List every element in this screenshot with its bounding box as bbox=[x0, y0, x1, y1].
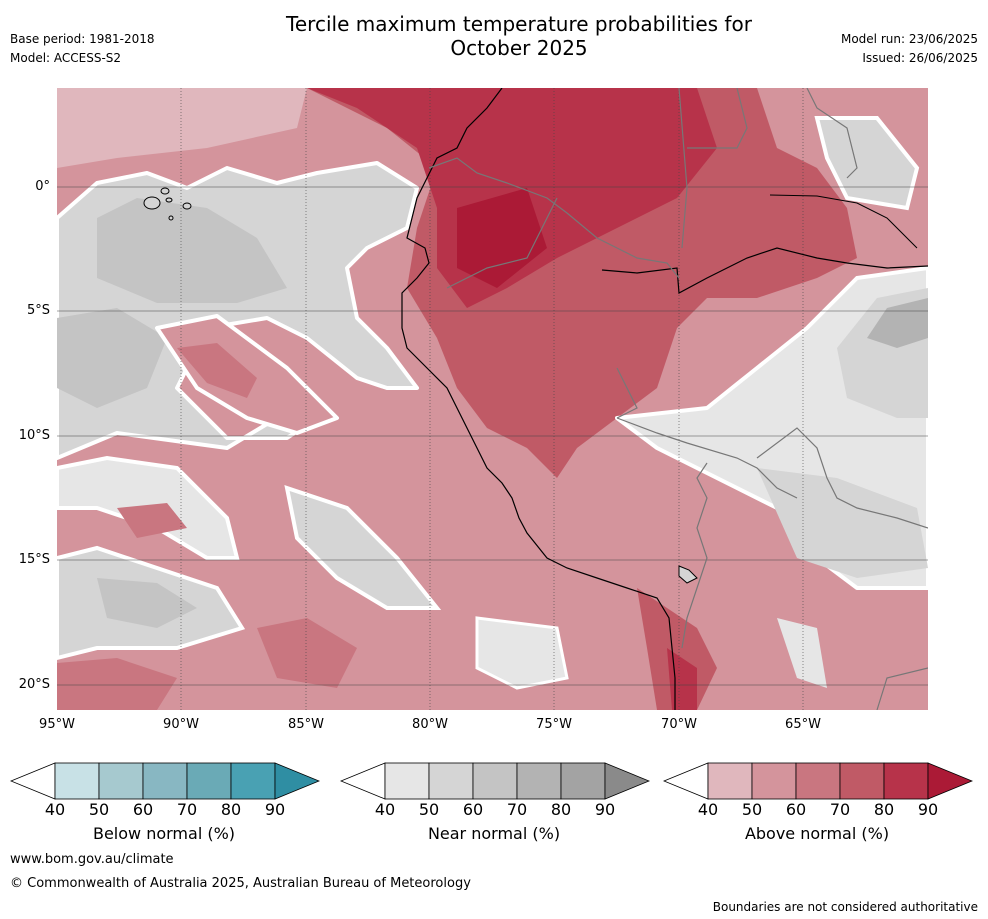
above-normal-tick-label: 40 bbox=[697, 800, 719, 819]
above-normal-segment bbox=[707, 762, 753, 800]
title-line-1: Tercile maximum temperature probabilitie… bbox=[286, 12, 752, 36]
model-run-label: Model run: 23/06/2025 bbox=[840, 32, 978, 46]
below-normal-segment bbox=[142, 762, 188, 800]
near-normal-tick-label: 80 bbox=[550, 800, 572, 819]
near-normal-segment bbox=[516, 762, 562, 800]
above-normal-arrow-high bbox=[927, 762, 973, 800]
near-normal-segment bbox=[560, 762, 606, 800]
area-near-60-west bbox=[57, 308, 167, 408]
probability-map bbox=[57, 88, 928, 710]
model-label: Model: ACCESS-S2 bbox=[10, 51, 122, 65]
website-link[interactable]: www.bom.gov.au/climate bbox=[10, 852, 174, 867]
country-borders bbox=[428, 88, 928, 710]
base-period-label: Base period: 1981-2018 bbox=[10, 32, 155, 46]
below-normal-segment bbox=[186, 762, 232, 800]
below-normal-segment bbox=[54, 762, 100, 800]
below-normal-tick-label: 40 bbox=[44, 800, 66, 819]
above-normal-colorbar-label: Above normal (%) bbox=[744, 824, 890, 843]
area-near-40-coast bbox=[475, 616, 569, 690]
below-normal-tick-label: 80 bbox=[220, 800, 242, 819]
area-near-50-south bbox=[284, 485, 442, 610]
area-above-60-bottom-left bbox=[57, 658, 177, 710]
above-normal-colorbar bbox=[663, 762, 973, 800]
coastline bbox=[401, 88, 676, 710]
near-normal-arrow-high bbox=[604, 762, 650, 800]
map-svg bbox=[57, 88, 928, 710]
near-normal-segment bbox=[428, 762, 474, 800]
near-normal-tick-label: 60 bbox=[462, 800, 484, 819]
galapagos-islands bbox=[143, 187, 192, 221]
area-near-60-sw bbox=[97, 578, 197, 628]
lon-tick-70w: 70°W bbox=[661, 717, 697, 732]
near-normal-colorbar bbox=[340, 762, 650, 800]
near-normal-tick-label: 90 bbox=[594, 800, 616, 819]
above-normal-tick-label: 60 bbox=[785, 800, 807, 819]
lon-tick-65w: 65°W bbox=[785, 717, 821, 732]
negro-river bbox=[769, 194, 918, 249]
above-normal-segment bbox=[795, 762, 841, 800]
near-normal-segment bbox=[384, 762, 430, 800]
below-normal-tick-label: 90 bbox=[264, 800, 286, 819]
near-normal-tick-label: 50 bbox=[418, 800, 440, 819]
lon-tick-95w: 95°W bbox=[39, 717, 75, 732]
above-normal-tick-label: 70 bbox=[829, 800, 851, 819]
above-normal-segment bbox=[751, 762, 797, 800]
lon-tick-75w: 75°W bbox=[536, 717, 572, 732]
below-normal-colorbar-label: Below normal (%) bbox=[92, 824, 236, 843]
above-normal-tick-label: 50 bbox=[741, 800, 763, 819]
above-normal-arrow-low bbox=[663, 762, 709, 800]
lat-tick-15s: 15°S bbox=[18, 552, 50, 567]
graticule bbox=[57, 88, 928, 710]
area-near-50-bolivia bbox=[757, 468, 928, 578]
lon-tick-80w: 80°W bbox=[412, 717, 448, 732]
area-above-60-south-ocean bbox=[257, 618, 357, 688]
lat-tick-20s: 20°S bbox=[18, 677, 50, 692]
amazon-river bbox=[601, 247, 928, 294]
below-normal-tick-label: 60 bbox=[132, 800, 154, 819]
area-above-90-peru bbox=[457, 188, 547, 288]
near-normal-arrow-low bbox=[340, 762, 386, 800]
near-normal-tick-label: 70 bbox=[506, 800, 528, 819]
above-normal-tick-label: 90 bbox=[917, 800, 939, 819]
below-normal-arrow-low bbox=[10, 762, 56, 800]
copyright-text: © Commonwealth of Australia 2025, Austra… bbox=[10, 876, 471, 891]
area-above-40-nw bbox=[57, 88, 307, 168]
below-normal-tick-label: 50 bbox=[88, 800, 110, 819]
page-title: Tercile maximum temperature probabilitie… bbox=[0, 12, 988, 60]
lon-tick-85w: 85°W bbox=[288, 717, 324, 732]
area-above-60-sw bbox=[117, 503, 187, 538]
issued-label: Issued: 26/06/2025 bbox=[862, 51, 978, 65]
near-normal-tick-label: 40 bbox=[374, 800, 396, 819]
title-line-2: October 2025 bbox=[450, 36, 588, 60]
below-normal-colorbar bbox=[10, 762, 320, 800]
lat-tick-5s: 5°S bbox=[26, 303, 50, 318]
below-normal-arrow-high bbox=[274, 762, 320, 800]
below-normal-tick-label: 70 bbox=[176, 800, 198, 819]
lat-tick-10s: 10°S bbox=[18, 428, 50, 443]
area-near-50-northeast bbox=[814, 116, 920, 211]
near-normal-colorbar-label: Near normal (%) bbox=[427, 824, 561, 843]
area-above-60-tongue bbox=[177, 343, 257, 398]
above-normal-segment bbox=[883, 762, 929, 800]
below-normal-segment bbox=[230, 762, 276, 800]
lake-titicaca bbox=[678, 565, 698, 584]
disclaimer-text: Boundaries are not considered authoritat… bbox=[712, 900, 978, 914]
near-normal-segment bbox=[472, 762, 518, 800]
above-normal-segment bbox=[839, 762, 885, 800]
area-near-60-west-north bbox=[97, 198, 287, 303]
below-normal-segment bbox=[98, 762, 144, 800]
lon-tick-90w: 90°W bbox=[163, 717, 199, 732]
area-near-40-south-east bbox=[777, 618, 827, 688]
lat-tick-0: 0° bbox=[35, 179, 50, 194]
above-normal-tick-label: 80 bbox=[873, 800, 895, 819]
area-near-70-east bbox=[867, 298, 928, 348]
